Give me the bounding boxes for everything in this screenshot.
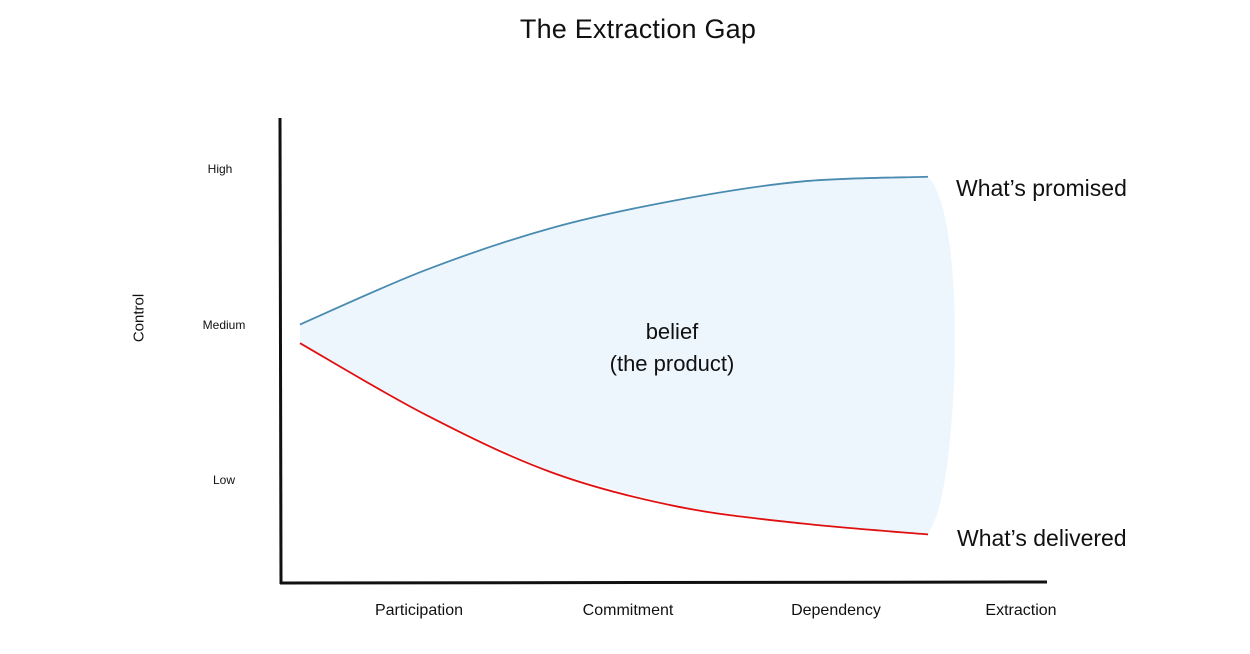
gap-label-line1: belief	[645, 319, 699, 344]
delivered-series-line	[299, 342, 929, 536]
x-tick-dependency: Dependency	[791, 602, 881, 619]
y-tick-high: High	[207, 162, 233, 176]
gap-area-label: belief (the product)	[610, 316, 735, 380]
belief-gap-area	[300, 176, 955, 535]
y-tick-medium: Medium	[202, 318, 246, 332]
y-axis-label: Control	[130, 293, 148, 343]
y-tick-low: Low	[212, 473, 236, 487]
promised-series-line	[299, 175, 929, 326]
delivered-series-label: What’s delivered	[957, 525, 1127, 551]
y-axis	[278, 117, 283, 585]
chart-title: The Extraction Gap	[519, 14, 757, 44]
x-axis	[279, 580, 1048, 585]
x-tick-participation: Participation	[374, 602, 464, 619]
promised-series-label: What’s promised	[956, 175, 1127, 201]
x-tick-extraction: Extraction	[985, 602, 1057, 619]
gap-label-line2: (the product)	[609, 351, 735, 376]
x-tick-commitment: Commitment	[582, 602, 674, 619]
